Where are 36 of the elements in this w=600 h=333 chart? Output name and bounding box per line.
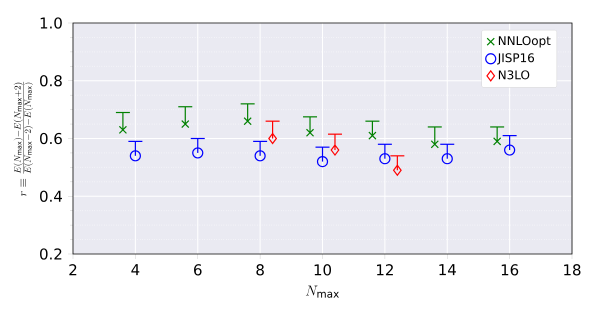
x-tick-label: 4 bbox=[131, 264, 140, 276]
point bbox=[379, 153, 390, 164]
point bbox=[393, 164, 402, 176]
x-tick-label: 8 bbox=[256, 264, 264, 276]
point bbox=[244, 117, 252, 126]
x-tick-label: 16 bbox=[502, 264, 518, 276]
point bbox=[430, 140, 439, 148]
legend-label: JISP16 bbox=[497, 53, 534, 64]
y-tick-label: 0.4 bbox=[40, 190, 62, 202]
point bbox=[493, 137, 502, 146]
y-axis-title: $r\equiv\frac{E(N_{\mathrm{max}})-E(N_{\mathrm{max}}+2)}{E(N_{\mathrm{max}}-2)-E(N_{\mathrm{max}})}$ bbox=[14, 82, 33, 196]
y-tick-label: 0.2 bbox=[40, 248, 62, 260]
x-tick-label: 12 bbox=[377, 264, 393, 276]
point bbox=[442, 153, 453, 164]
x-tick-label: 2 bbox=[69, 264, 76, 276]
x-tick-label: 14 bbox=[439, 264, 456, 276]
point bbox=[181, 120, 190, 128]
legend-label: NNLOopt bbox=[498, 36, 551, 48]
y-tick-label: 0.6 bbox=[40, 132, 62, 144]
point bbox=[268, 132, 277, 144]
x-axis-title: $N_{\mathrm{max}}$ bbox=[306, 286, 339, 298]
y-tick-label: 1.0 bbox=[40, 17, 62, 29]
x-tick-label: 6 bbox=[194, 264, 202, 276]
x-tick-label: 18 bbox=[564, 264, 580, 276]
point bbox=[504, 144, 516, 156]
x-tick-label: 10 bbox=[314, 264, 332, 276]
point bbox=[330, 144, 340, 156]
point bbox=[316, 156, 328, 168]
point bbox=[192, 147, 204, 159]
legend-label: N3LO bbox=[498, 70, 530, 80]
point bbox=[368, 131, 377, 140]
point bbox=[118, 126, 128, 134]
point bbox=[130, 150, 141, 162]
point bbox=[254, 150, 266, 162]
point bbox=[306, 128, 314, 137]
y-tick-label: 0.8 bbox=[40, 75, 62, 86]
